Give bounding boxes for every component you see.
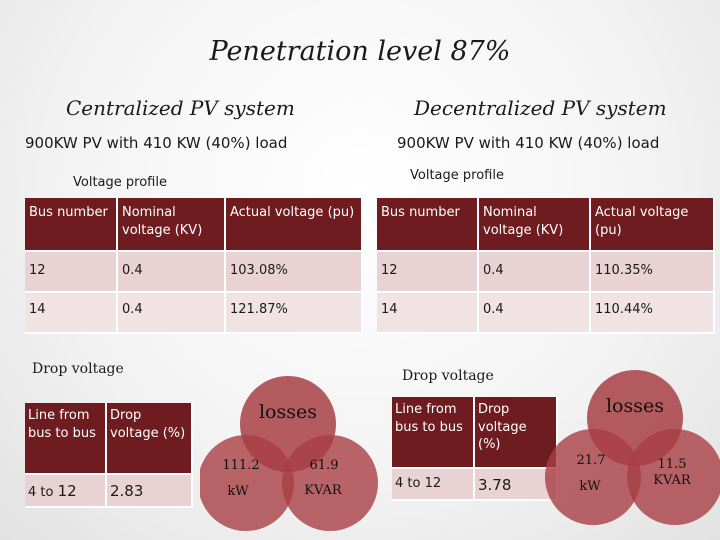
table-row: 4 to 12 3.78 xyxy=(392,468,558,502)
centralized-config: 900KW PV with 410 KW (40%) load xyxy=(25,134,288,152)
table-cell: 12 xyxy=(377,251,479,293)
header-cell: Nominal voltage (KV) xyxy=(117,198,226,252)
kvar-unit: KVAR xyxy=(653,473,692,488)
table-header-row: Bus number Nominal voltage (KV) Actual v… xyxy=(377,198,715,252)
table-row: 4 to 12 2.83 xyxy=(25,474,193,508)
centralized-title: Centralized PV system xyxy=(66,96,295,120)
decentralized-drop-label: Drop voltage xyxy=(402,368,494,384)
header-cell: Actual voltage (pu) xyxy=(225,198,363,252)
centralized-voltage-table: Bus number Nominal voltage (KV) Actual v… xyxy=(25,198,363,334)
centralized-profile-label: Voltage profile xyxy=(73,175,167,190)
table-cell: 110.44% xyxy=(590,292,715,334)
table-header-row: Bus number Nominal voltage (KV) Actual v… xyxy=(25,198,363,252)
kvar-circle xyxy=(627,429,720,525)
decentralized-title: Decentralized PV system xyxy=(414,96,667,120)
table-header-row: Line from bus to bus Drop voltage (%) xyxy=(392,397,558,469)
kw-circle xyxy=(545,429,641,525)
kvar-value: 11.5 xyxy=(658,457,687,472)
kvar-circle xyxy=(282,435,378,531)
kw-value: 111.2 xyxy=(222,458,259,473)
decentralized-voltage-table: Bus number Nominal voltage (KV) Actual v… xyxy=(377,198,715,334)
header-cell: Drop voltage (%) xyxy=(474,397,558,469)
table-cell: 4 to 12 xyxy=(25,474,107,508)
table-row: 14 0.4 121.87% xyxy=(25,292,363,334)
table-row: 12 0.4 103.08% xyxy=(25,251,363,293)
header-cell: Line from bus to bus xyxy=(392,397,475,469)
table-cell: 14 xyxy=(377,292,479,334)
table-cell: 110.35% xyxy=(590,251,715,293)
kw-value: 21.7 xyxy=(577,453,606,468)
table-cell: 0.4 xyxy=(478,251,591,293)
table-cell: 121.87% xyxy=(225,292,363,334)
table-row: 12 0.4 110.35% xyxy=(377,251,715,293)
drop-line-prefix: 4 to xyxy=(28,485,58,500)
decentralized-drop-table: Line from bus to bus Drop voltage (%) 4 … xyxy=(392,397,558,502)
centralized-drop-table: Line from bus to bus Drop voltage (%) 4 … xyxy=(25,403,193,508)
header-cell: Line from bus to bus xyxy=(25,403,107,475)
kw-unit: kW xyxy=(579,479,601,494)
header-cell: Bus number xyxy=(25,198,118,252)
table-cell: 0.4 xyxy=(117,251,226,293)
table-row: 14 0.4 110.44% xyxy=(377,292,715,334)
kvar-value: 61.9 xyxy=(310,458,339,473)
header-cell: Drop voltage (%) xyxy=(106,403,193,475)
table-cell: 0.4 xyxy=(117,292,226,334)
table-cell: 0.4 xyxy=(478,292,591,334)
header-cell: Bus number xyxy=(377,198,479,252)
header-cell: Actual voltage (pu) xyxy=(590,198,715,252)
losses-label: losses xyxy=(259,401,317,423)
table-cell: 3.78 xyxy=(474,468,558,502)
table-cell: 103.08% xyxy=(225,251,363,293)
kw-circle xyxy=(200,435,294,531)
kw-unit: kW xyxy=(227,484,249,499)
table-cell: 4 to 12 xyxy=(392,468,475,502)
decentralized-profile-label: Voltage profile xyxy=(410,168,504,183)
header-cell: Nominal voltage (KV) xyxy=(478,198,591,252)
table-cell: 14 xyxy=(25,292,118,334)
decentralized-losses-venn: losses 21.7 kW 11.5 KVAR xyxy=(545,370,720,525)
slide-title: Penetration level 87% xyxy=(209,36,511,67)
table-header-row: Line from bus to bus Drop voltage (%) xyxy=(25,403,193,475)
centralized-drop-label: Drop voltage xyxy=(32,361,124,377)
drop-line-bus: 12 xyxy=(57,482,77,500)
losses-label: losses xyxy=(606,395,664,417)
table-cell: 2.83 xyxy=(106,474,193,508)
kvar-unit: KVAR xyxy=(304,483,343,498)
table-cell: 12 xyxy=(25,251,118,293)
decentralized-config: 900KW PV with 410 KW (40%) load xyxy=(397,134,660,152)
centralized-losses-venn: losses 111.2 kW 61.9 KVAR xyxy=(200,376,378,531)
